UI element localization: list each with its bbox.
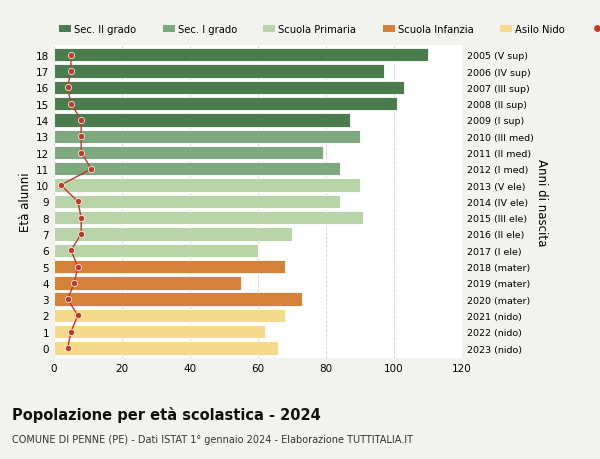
Bar xyxy=(54,277,241,290)
Bar xyxy=(54,212,364,225)
Bar xyxy=(54,244,258,257)
Bar xyxy=(54,98,397,111)
Bar xyxy=(54,65,384,78)
Bar xyxy=(54,130,360,144)
Bar xyxy=(54,325,265,339)
Bar xyxy=(54,341,278,355)
Bar xyxy=(54,179,360,192)
Bar xyxy=(54,228,292,241)
Bar xyxy=(54,146,323,160)
Bar xyxy=(54,309,285,322)
Legend: Sec. II grado, Sec. I grado, Scuola Primaria, Scuola Infanzia, Asilo Nido, Stran: Sec. II grado, Sec. I grado, Scuola Prim… xyxy=(59,25,600,35)
Bar xyxy=(54,49,428,62)
Text: Popolazione per età scolastica - 2024: Popolazione per età scolastica - 2024 xyxy=(12,406,321,422)
Bar xyxy=(54,82,404,95)
Y-axis label: Età alunni: Età alunni xyxy=(19,172,32,232)
Bar xyxy=(54,114,350,127)
Bar xyxy=(54,195,340,209)
Bar xyxy=(54,163,340,176)
Bar xyxy=(54,293,302,306)
Bar xyxy=(54,260,285,274)
Text: COMUNE DI PENNE (PE) - Dati ISTAT 1° gennaio 2024 - Elaborazione TUTTITALIA.IT: COMUNE DI PENNE (PE) - Dati ISTAT 1° gen… xyxy=(12,434,413,444)
Y-axis label: Anni di nascita: Anni di nascita xyxy=(535,158,548,246)
